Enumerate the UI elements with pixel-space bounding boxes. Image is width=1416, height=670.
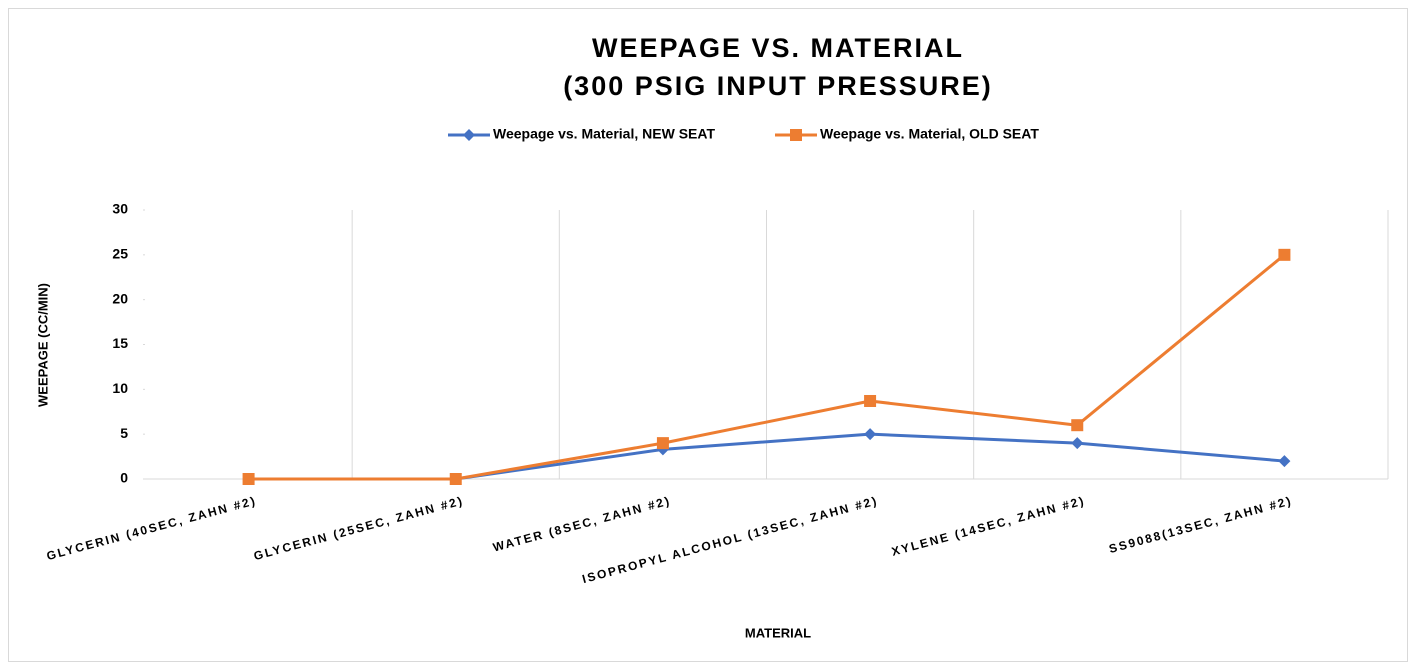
legend-label: Weepage vs. Material, NEW SEAT	[493, 126, 715, 142]
y-tick-label: 15	[112, 335, 128, 351]
legend-marker	[790, 129, 802, 141]
y-tick-label: 10	[112, 380, 128, 396]
y-axis-title: WEEPAGE (CC/MIN)	[35, 283, 50, 407]
x-axis-title: MATERIAL	[745, 625, 811, 640]
y-tick-label: 30	[112, 201, 128, 217]
legend-item: Weepage vs. Material, NEW SEAT	[448, 126, 715, 142]
chart-title: WEEPAGE VS. MATERIAL	[592, 33, 964, 63]
chart-subtitle: (300 PSIG INPUT PRESSURE)	[563, 71, 993, 101]
legend-item: Weepage vs. Material, OLD SEAT	[775, 126, 1039, 142]
marker	[656, 437, 669, 450]
marker	[1278, 455, 1291, 468]
y-tick-label: 5	[120, 425, 128, 441]
marker	[864, 394, 877, 407]
chart-border	[8, 8, 1408, 662]
y-tick-label: 25	[112, 246, 128, 262]
series-line	[248, 253, 1286, 481]
legend-marker	[463, 129, 475, 141]
legend-label: Weepage vs. Material, OLD SEAT	[820, 126, 1039, 142]
marker	[242, 473, 255, 485]
marker	[1278, 248, 1291, 261]
marker	[864, 428, 877, 441]
y-tick-label: 20	[112, 290, 128, 306]
marker	[1071, 419, 1084, 432]
marker	[449, 473, 462, 485]
marker	[1071, 437, 1084, 450]
y-tick-label: 0	[120, 470, 128, 486]
